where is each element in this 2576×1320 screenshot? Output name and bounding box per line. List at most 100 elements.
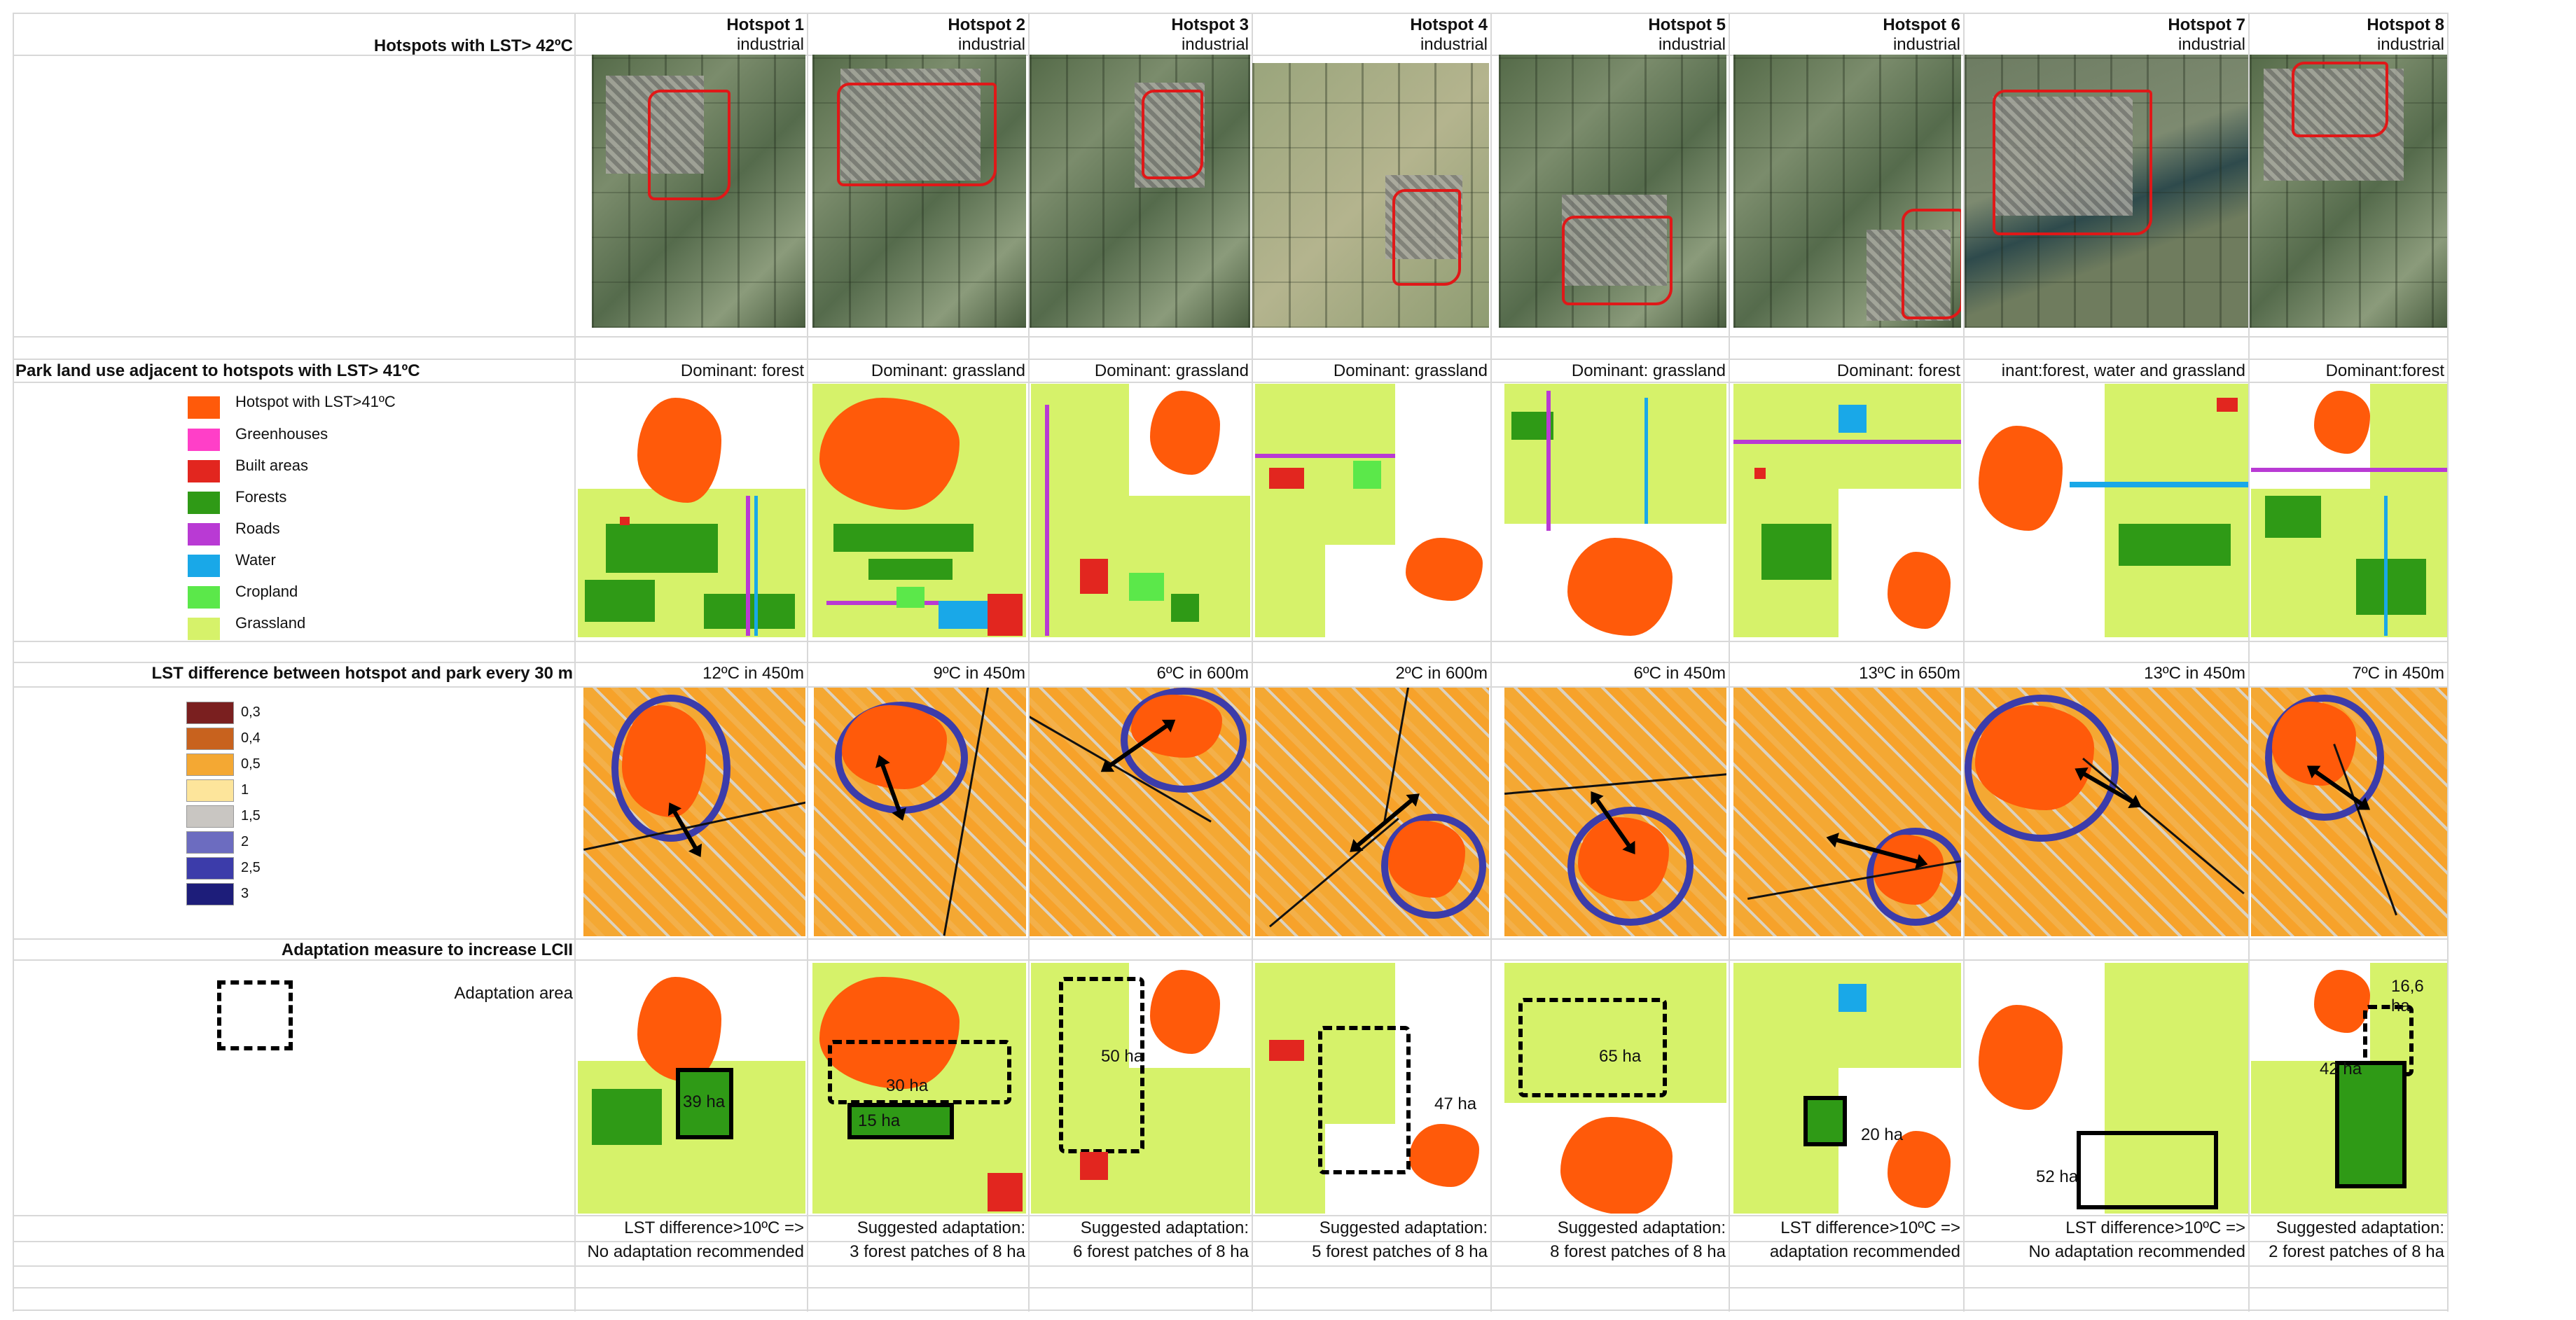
adaptation-forest-patch bbox=[1803, 1096, 1847, 1146]
hotspot-area bbox=[1150, 970, 1220, 1054]
hotspot-area bbox=[637, 398, 721, 503]
hotspot-outline bbox=[2292, 62, 2388, 137]
hotspot-title: Hotspot 2 bbox=[948, 15, 1025, 34]
recommendation-line1: LST difference>10ºC => bbox=[1780, 1218, 1960, 1237]
lst-diff-value: 6ºC in 450m bbox=[1633, 664, 1726, 683]
lst-swatch bbox=[186, 779, 234, 802]
area-label: 47 ha bbox=[1434, 1095, 1477, 1113]
legend-swatch-cropland bbox=[188, 586, 220, 609]
dominant-label: inant:forest, water and grassland bbox=[2001, 361, 2245, 380]
lst-map bbox=[1030, 688, 1250, 936]
legend-label: Grassland bbox=[235, 614, 306, 632]
recommendation-line1: Suggested adaptation: bbox=[1319, 1218, 1488, 1237]
area-label: 50 ha bbox=[1101, 1047, 1144, 1066]
area-label: 20 ha bbox=[1861, 1125, 1904, 1144]
grid-line bbox=[13, 13, 2449, 14]
lst-diff-value: 7ºC in 450m bbox=[2352, 664, 2445, 683]
lst-map bbox=[814, 688, 1026, 936]
recommendation-line2: No adaptation recommended bbox=[587, 1242, 804, 1261]
grid-line bbox=[13, 13, 14, 1312]
hotspot-area bbox=[637, 977, 721, 1082]
hotspot-outline bbox=[837, 83, 997, 186]
area-label: 39 ha bbox=[683, 1092, 726, 1111]
recommendation-line2: 8 forest patches of 8 ha bbox=[1550, 1242, 1726, 1261]
area-label: 42 ha bbox=[2320, 1060, 2362, 1078]
area-label: 15 ha bbox=[858, 1111, 901, 1130]
row-label-hotspots: Hotspots with LST> 42ºC bbox=[373, 36, 573, 55]
hotspot-outline bbox=[1142, 90, 1203, 179]
row-label-lst-difference: LST difference between hotspot and park … bbox=[151, 664, 574, 683]
adaptation-map: 47 ha bbox=[1255, 963, 1489, 1214]
area-label: 30 ha bbox=[886, 1076, 929, 1095]
dominant-label: Dominant: grassland bbox=[1333, 361, 1488, 380]
recommendation-line1: Suggested adaptation: bbox=[1557, 1218, 1726, 1237]
grid-line bbox=[13, 938, 2449, 940]
adaptation-area-label: Adaptation area bbox=[454, 984, 573, 1003]
lst-swatch bbox=[186, 702, 234, 724]
legend-swatch-greenhouses bbox=[188, 429, 220, 451]
legend-swatch-water bbox=[188, 555, 220, 577]
landuse-map bbox=[2251, 384, 2447, 637]
hotspot-area bbox=[1406, 538, 1483, 601]
grid-line bbox=[1963, 13, 1965, 1312]
lst-diff-value: 6ºC in 600m bbox=[1156, 664, 1249, 683]
hotspot-type: industrial bbox=[1892, 35, 1960, 54]
grid-line bbox=[13, 662, 2449, 663]
recommendation-line2: No adaptation recommended bbox=[2028, 1242, 2245, 1261]
hotspot-outline bbox=[1993, 90, 2152, 235]
lst-label: 3 bbox=[241, 886, 249, 901]
legend-label: Roads bbox=[235, 520, 280, 537]
row-label-adaptation: Adaptation measure to increase LCII bbox=[281, 940, 573, 959]
dominant-label: Dominant:forest bbox=[2325, 361, 2444, 380]
lst-label: 1,5 bbox=[241, 808, 261, 824]
grid-line bbox=[13, 1309, 2449, 1311]
legend-swatch-grassland bbox=[188, 618, 220, 640]
area-label: 65 ha bbox=[1599, 1047, 1642, 1066]
adaptation-map: 16,6 ha 42 ha bbox=[2251, 963, 2447, 1214]
hotspot-area bbox=[1888, 1131, 1951, 1208]
grid-line bbox=[2248, 13, 2250, 1312]
adaptation-forest-patch bbox=[2335, 1061, 2407, 1188]
row-label-park-land-use: Park land use adjacent to hotspots with … bbox=[15, 361, 420, 380]
grid-line bbox=[1252, 13, 1253, 1312]
hotspot-type: industrial bbox=[1420, 35, 1488, 54]
recommendation-line2: 3 forest patches of 8 ha bbox=[850, 1242, 1025, 1261]
satellite-image bbox=[592, 55, 805, 328]
grid-line bbox=[1729, 13, 1730, 1312]
hotspot-area bbox=[819, 977, 960, 1089]
hotspot-area bbox=[1888, 552, 1951, 629]
recommendation-line2: 6 forest patches of 8 ha bbox=[1073, 1242, 1249, 1261]
lst-map bbox=[1504, 688, 1726, 936]
grid-line bbox=[2447, 13, 2449, 1312]
recommendation-line1: LST difference>10ºC => bbox=[2065, 1218, 2245, 1237]
satellite-image bbox=[1030, 55, 1250, 328]
hotspot-area bbox=[1578, 817, 1669, 901]
grid-line bbox=[13, 686, 2449, 688]
grid-line bbox=[13, 1265, 2449, 1267]
adaptation-map: 20 ha bbox=[1733, 963, 1961, 1214]
adaptation-area-outline bbox=[1518, 998, 1667, 1097]
grid-line bbox=[574, 13, 576, 1312]
landuse-map bbox=[1255, 384, 1489, 637]
hotspot-title: Hotspot 4 bbox=[1410, 15, 1488, 34]
adaptation-map: 65 ha bbox=[1504, 963, 1726, 1214]
dominant-label: Dominant: forest bbox=[680, 361, 804, 380]
landuse-map bbox=[1965, 384, 2248, 637]
hotspot-type: industrial bbox=[2177, 35, 2245, 54]
hotspot-area bbox=[1150, 391, 1220, 475]
grid-line bbox=[1490, 13, 1492, 1312]
hotspot-title: Hotspot 3 bbox=[1171, 15, 1249, 34]
lst-diff-value: 12ºC in 450m bbox=[702, 664, 804, 683]
lst-map bbox=[1255, 688, 1489, 936]
grid-line bbox=[807, 13, 808, 1312]
hotspot-area bbox=[1560, 1117, 1673, 1214]
recommendation-line1: Suggested adaptation: bbox=[857, 1218, 1025, 1237]
hotspot-area bbox=[622, 705, 706, 817]
grid-line bbox=[1028, 13, 1030, 1312]
recommendation-line1: LST difference>10ºC => bbox=[624, 1218, 804, 1237]
lst-swatch bbox=[186, 753, 234, 776]
lst-map bbox=[583, 688, 805, 936]
landuse-map bbox=[578, 384, 805, 637]
lst-diff-value: 2ºC in 600m bbox=[1395, 664, 1488, 683]
